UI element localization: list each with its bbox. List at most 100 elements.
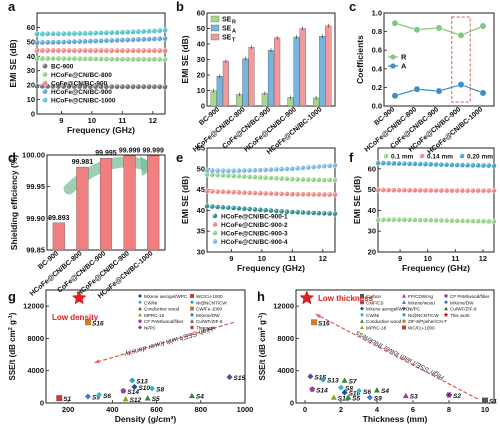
marker-highlight — [67, 84, 69, 87]
data-point — [341, 377, 348, 383]
legend-label: MPRC-18 — [366, 326, 387, 331]
series-point — [71, 55, 78, 62]
legend-label: HCoFe@CN/BC-900-1 — [221, 214, 288, 221]
bar — [299, 28, 306, 107]
marker-highlight — [43, 89, 45, 92]
marker-highlight — [317, 211, 319, 214]
series-point — [34, 55, 40, 62]
legend-marker — [190, 300, 194, 305]
marker-highlight — [131, 37, 133, 40]
marker-highlight — [141, 57, 144, 60]
marker-highlight — [311, 192, 314, 195]
marker-highlight — [205, 204, 207, 207]
series-point — [332, 162, 338, 169]
marker-highlight — [147, 57, 149, 60]
series-point — [119, 56, 126, 62]
marker-highlight — [157, 57, 160, 60]
legend-label: HCoFe@CN/BC-1000 — [51, 98, 116, 105]
marker-highlight — [77, 31, 80, 34]
series-point — [310, 191, 317, 198]
y-tick-label: 20 — [27, 81, 35, 90]
marker-highlight — [263, 175, 266, 178]
legend-label: Conductive wood — [144, 307, 180, 312]
series-point — [273, 175, 280, 182]
marker-highlight — [247, 207, 250, 210]
marker-highlight — [444, 188, 447, 191]
series-point — [412, 187, 418, 194]
marker-highlight — [56, 56, 59, 59]
series-point — [385, 217, 392, 223]
series-point — [475, 162, 481, 169]
marker-highlight — [77, 39, 80, 42]
series-point — [92, 30, 99, 36]
marker-highlight — [450, 163, 452, 165]
series-point — [278, 175, 285, 182]
bar — [293, 36, 300, 107]
marker-highlight — [93, 57, 96, 59]
marker-highlight — [136, 57, 139, 60]
marker-highlight — [471, 188, 473, 191]
y-tick-label: 50 — [27, 37, 35, 46]
series-point — [417, 187, 423, 194]
y-axis-label-part: 2 — [8, 327, 14, 330]
series-point — [82, 30, 88, 37]
marker-highlight — [115, 57, 117, 60]
x-tick-label: 8 — [447, 405, 451, 414]
marker-highlight — [88, 57, 91, 59]
series-point — [135, 83, 142, 90]
series-point — [236, 167, 242, 174]
marker-highlight — [418, 188, 421, 191]
legend-marker — [42, 80, 48, 86]
y-tick-label: 8000 — [277, 334, 294, 343]
series-point — [146, 47, 152, 54]
series-point — [454, 218, 460, 224]
x-tick-label: 9 — [59, 116, 63, 125]
marker-highlight — [450, 188, 452, 191]
y-tick-label: 0.2 — [372, 83, 382, 92]
trend-arrow-head — [315, 314, 321, 319]
marker-highlight — [242, 168, 245, 171]
x-axis-label: Frequency (GHz) — [237, 263, 305, 273]
data-point — [402, 392, 409, 399]
series-point — [300, 176, 306, 183]
marker-highlight — [237, 168, 239, 171]
marker-highlight — [402, 161, 405, 164]
marker-highlight — [125, 84, 128, 87]
y-axis-label: Coefficients — [355, 35, 365, 84]
data-point — [144, 395, 151, 401]
series-point — [44, 47, 51, 54]
series-point — [124, 29, 131, 35]
series-point — [225, 173, 232, 179]
series-point — [55, 55, 62, 62]
series-point — [305, 210, 312, 216]
series-point — [214, 188, 221, 195]
marker-highlight — [83, 31, 85, 34]
marker-highlight — [157, 36, 160, 39]
bar — [319, 36, 326, 107]
data-point — [85, 319, 92, 326]
series-point — [305, 191, 312, 198]
marker-highlight — [295, 192, 298, 195]
series-point — [268, 166, 274, 173]
marker-highlight — [376, 161, 378, 163]
legend-marker — [42, 63, 48, 69]
y-axis-label: EMI SE (dB) — [180, 35, 190, 83]
marker-highlight — [407, 218, 410, 220]
legend-marker — [42, 97, 48, 103]
y-tick-label: 55 — [197, 144, 205, 153]
point-label: S15 — [314, 374, 326, 381]
data-point — [96, 391, 103, 398]
marker-highlight — [35, 56, 37, 59]
legend-label: Ni/PC — [144, 326, 157, 331]
marker-highlight — [221, 190, 223, 192]
marker-highlight — [420, 154, 422, 156]
marker-highlight — [247, 168, 250, 171]
legend-marker — [212, 221, 218, 228]
series-point — [262, 190, 269, 197]
x-tick-label: 4 — [375, 405, 380, 414]
marker-highlight — [476, 163, 479, 166]
series-point — [454, 187, 460, 194]
y-axis-label-part: SSE/t (dB cm — [8, 330, 17, 380]
